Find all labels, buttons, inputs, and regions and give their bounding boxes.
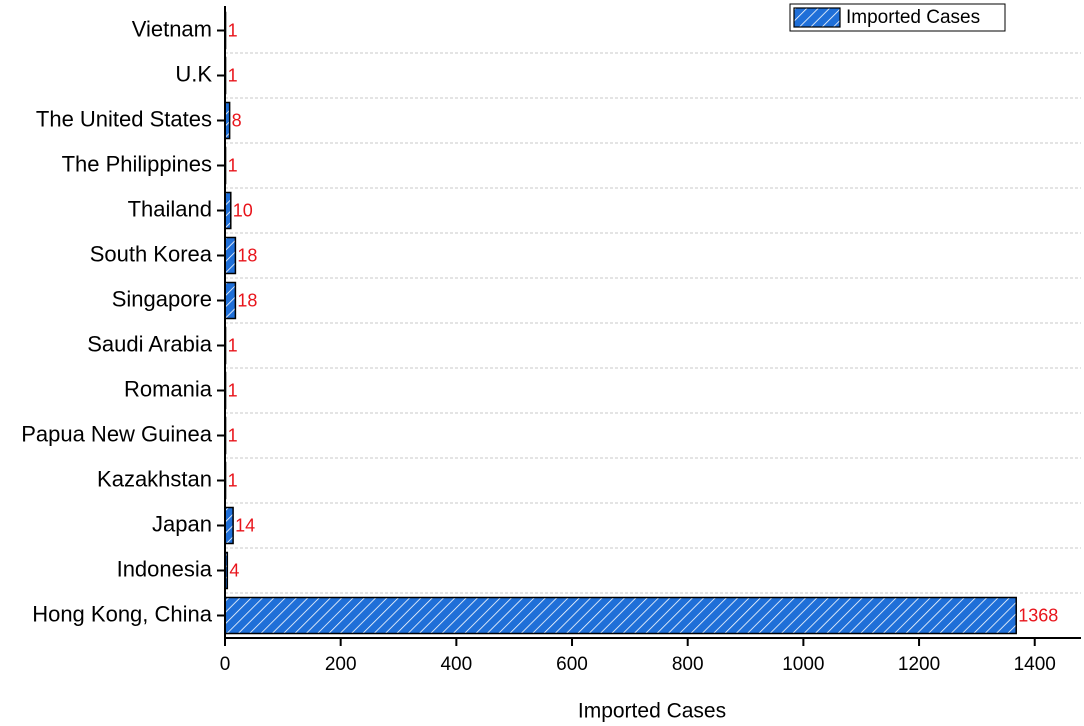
data-label: 14 [235, 515, 255, 535]
bar [224, 506, 234, 545]
x-tick-label: 0 [220, 654, 231, 675]
data-label: 18 [237, 245, 257, 265]
x-tick-label: 600 [556, 654, 588, 675]
x-axis-label: Imported Cases [578, 700, 726, 723]
y-tick-label: The Philippines [62, 151, 212, 176]
legend: Imported Cases [789, 3, 1006, 32]
y-tick-label: Saudi Arabia [87, 331, 213, 356]
y-tick-label: Papua New Guinea [21, 421, 213, 446]
x-tick-label: 1200 [898, 654, 940, 675]
x-tick-label: 200 [325, 654, 357, 675]
y-tick-label: Hong Kong, China [32, 601, 213, 626]
data-label: 8 [232, 110, 242, 130]
data-label: 1 [228, 380, 238, 400]
bar [224, 596, 1017, 635]
data-label: 10 [233, 200, 253, 220]
y-tick-label: U.K [175, 61, 212, 86]
y-tick-label: Indonesia [117, 556, 213, 581]
y-tick-label: Singapore [112, 286, 212, 311]
data-label: 1 [228, 155, 238, 175]
y-tick-label: Japan [152, 511, 212, 536]
x-tick-label: 800 [672, 654, 704, 675]
data-label: 1 [228, 425, 238, 445]
legend-label: Imported Cases [846, 7, 980, 28]
data-label: 18 [237, 290, 257, 310]
bar [224, 281, 237, 320]
data-label: 1 [228, 65, 238, 85]
bar [224, 236, 237, 275]
y-tick-label: Vietnam [132, 16, 212, 41]
y-tick-label: South Korea [90, 241, 213, 266]
legend-swatch [793, 7, 841, 28]
y-tick-label: The United States [36, 106, 212, 131]
data-label: 1 [228, 20, 238, 40]
x-tick-label: 1400 [1014, 654, 1056, 675]
data-label: 1368 [1018, 605, 1058, 625]
y-tick-label: Thailand [128, 196, 212, 221]
data-label: 4 [229, 560, 239, 580]
data-label: 1 [228, 335, 238, 355]
x-tick-label: 400 [440, 654, 472, 675]
y-tick-label: Kazakhstan [97, 466, 212, 491]
x-tick-label: 1000 [782, 654, 824, 675]
data-label: 1 [228, 470, 238, 490]
y-tick-label: Romania [124, 376, 213, 401]
